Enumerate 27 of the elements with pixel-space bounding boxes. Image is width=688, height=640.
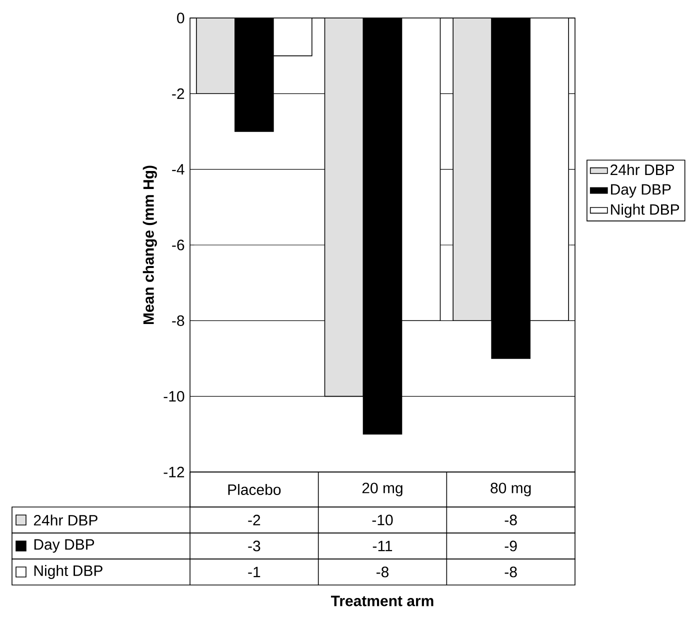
x-tick-label: 80 mg: [490, 482, 531, 496]
x-tick-label: Placebo: [228, 484, 281, 495]
legend-label: Day DBP: [611, 184, 671, 198]
y-tick-label: -2: [172, 88, 184, 99]
y-tick-label: -10: [164, 391, 184, 402]
data-label: -9: [504, 540, 517, 552]
y-tick-label: -8: [172, 315, 184, 326]
data-label: -1: [248, 566, 260, 578]
legend-label: Night DBP: [611, 204, 680, 218]
y-tick-label: -12: [164, 466, 184, 478]
y-tick-label: -4: [172, 164, 184, 174]
y-tick-label: -6: [172, 240, 184, 250]
text: 24hr DBP: [34, 514, 98, 526]
data-label: -3: [248, 540, 260, 552]
data-label: -8: [504, 566, 517, 578]
data-label: -8: [376, 566, 389, 578]
y-tick-label: 0: [177, 12, 184, 24]
y-axis-title: Mean change (mm Hg): [142, 166, 157, 324]
text: Treatment arm: [330, 596, 434, 606]
data-label: -11: [372, 540, 392, 552]
text: Night DBP: [34, 565, 102, 579]
data-label: -2: [248, 514, 260, 526]
data-label: -8: [504, 514, 517, 526]
data-label: -10: [372, 514, 393, 526]
legend-label: 24hr DBP: [610, 164, 674, 175]
x-tick-label: 20 mg: [362, 482, 402, 496]
text: Day DBP: [34, 539, 94, 553]
